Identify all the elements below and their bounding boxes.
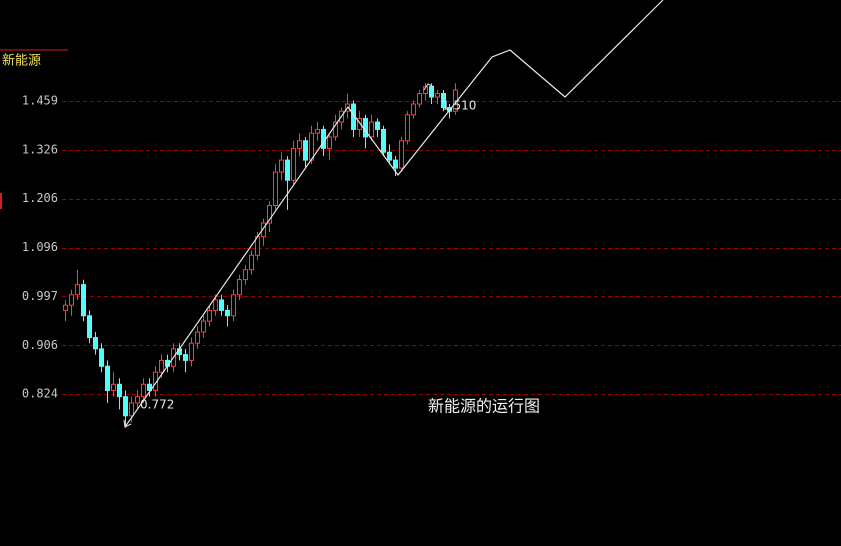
candle-body	[159, 359, 164, 373]
candle-body	[387, 151, 392, 161]
candle-body	[123, 396, 128, 417]
candle-body	[69, 294, 74, 306]
candle-body	[267, 204, 272, 224]
candle-body	[63, 304, 68, 311]
high-arrow	[423, 83, 435, 91]
candle-body	[93, 337, 98, 350]
candle-body	[309, 132, 314, 161]
y-tick-label: 1.326	[22, 142, 58, 156]
candle-body	[141, 383, 146, 398]
candle-body	[441, 93, 446, 109]
candle-body	[243, 269, 248, 281]
edge-marker	[0, 193, 2, 209]
candle-body	[393, 159, 398, 169]
candle-body	[225, 309, 230, 317]
y-tick-label: 0.906	[22, 338, 58, 352]
candle-body	[237, 279, 242, 296]
candle-body	[219, 299, 224, 311]
candle-body	[405, 114, 410, 142]
candle-body	[327, 136, 332, 149]
candle-body	[381, 128, 386, 153]
candle-body	[321, 128, 326, 149]
high-label: 1.510	[442, 99, 476, 113]
trend-line	[124, 0, 664, 428]
candle-body	[99, 348, 104, 367]
candle-body	[231, 294, 236, 317]
candle-body	[291, 147, 296, 181]
candle-body	[87, 315, 92, 339]
annotation: 新能源的运行图	[428, 397, 540, 416]
candle-body	[201, 320, 206, 333]
candle-body	[363, 117, 368, 138]
chart-title: 新能源	[2, 53, 41, 69]
candle-body	[135, 396, 140, 404]
candle-body	[207, 309, 212, 322]
y-tick-label: 0.824	[22, 387, 58, 401]
y-tick-label: 0.997	[22, 289, 58, 303]
candle-body	[315, 128, 320, 134]
candle-body	[183, 354, 188, 361]
low-label: 0.772	[140, 398, 174, 412]
candle-body	[429, 86, 434, 98]
candle-body	[261, 222, 266, 238]
candle-body	[303, 140, 308, 161]
candle-body	[81, 284, 86, 317]
candle-body	[297, 140, 302, 149]
candle-body	[147, 383, 152, 391]
candle-body	[111, 383, 116, 391]
candle-body	[105, 365, 110, 391]
low-arrow	[123, 419, 132, 428]
candle-body	[333, 121, 338, 138]
candle-body	[189, 342, 194, 361]
candle-body	[213, 299, 218, 311]
candle-body	[249, 254, 254, 271]
candle-body	[417, 93, 422, 105]
candle-body	[273, 171, 278, 206]
candle-body	[129, 402, 134, 417]
candles	[63, 83, 458, 428]
candle-body	[411, 103, 416, 116]
candle-body	[435, 93, 440, 98]
candle-body	[357, 117, 362, 130]
candle-body	[423, 86, 428, 95]
candle-body	[375, 121, 380, 130]
candle-body	[369, 121, 374, 138]
y-tick-label: 1.459	[22, 93, 58, 107]
candle-body	[285, 159, 290, 181]
candle-body	[279, 159, 284, 173]
y-tick-label: 1.096	[22, 240, 58, 254]
y-tick-label: 1.206	[22, 191, 58, 205]
candle-body	[117, 383, 122, 398]
candle-body	[75, 284, 80, 296]
candle-body	[399, 140, 404, 169]
candle-body	[195, 331, 200, 344]
